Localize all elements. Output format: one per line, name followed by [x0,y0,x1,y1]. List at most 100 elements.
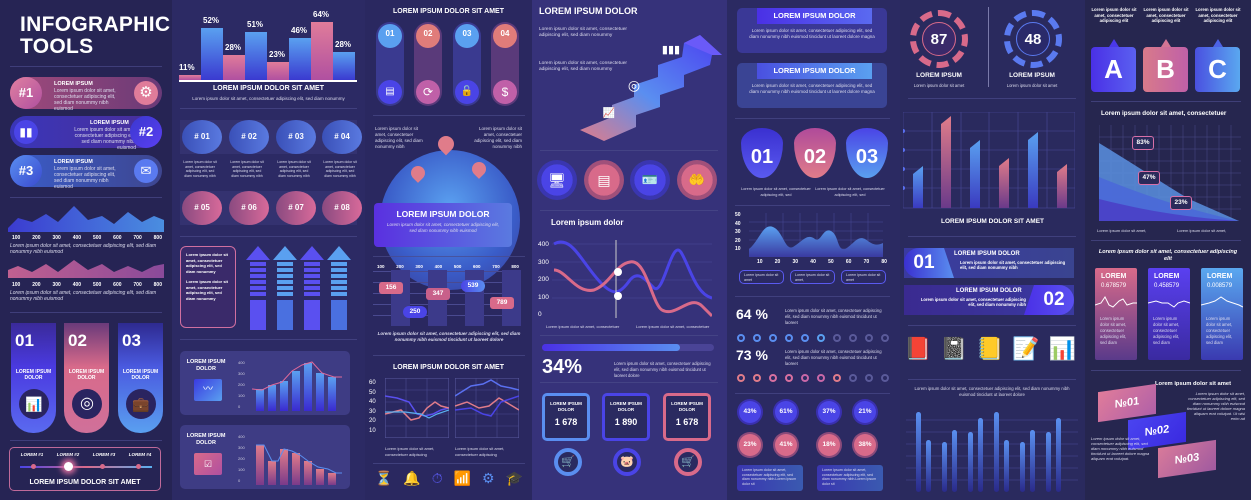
timeline-card: LOREM #1 LOREM #2 LOREM #3 LOREM #4 LOREM I… [9,447,161,491]
mail-icon: ✉ [134,159,158,183]
banner-03: 03 LOREM IPSUM DOLOR 💼 [118,323,163,433]
infographic-panel-7: Lorem ipsum dolor sit amet, consectetuer… [1085,0,1251,500]
area-axis-2: 100 200 300 400 500 600 700 800 [12,282,162,288]
banner-02: 02 LOREM IPSUM DOLOR ◎ [64,323,109,433]
chart-icon: 📊 [19,389,49,419]
text-box: Lorem ipsum dolor sit amet, consectetuer… [180,246,236,328]
book-icon: 📕 [904,336,932,361]
target-icon: ◎ [627,77,641,93]
infographic-panel-5: LOREM IPSUM DOLOR Lorem ipsum dolor sit … [727,0,900,500]
gear-icon: ⚙ [482,470,495,486]
drop-03: 03 [846,128,888,178]
briefcase-icon: 💼 [126,389,156,419]
infographic-panel-3: LOREM IPSUM DOLOR SIT AMET 01 ▤ 02 ⟳ 03 … [365,0,532,500]
step-item-3: #3 LOREM IPSUM Lorem ipsum dolor sit ame… [10,155,162,190]
hourglass-icon: ⏳ [375,470,393,486]
line-chart-right [455,378,519,438]
globe-caption-box: LOREM IPSUM DOLOR Lorem ipsum dolor sit … [374,203,512,247]
area-axis-1: 100 200 300 400 500 600 700 800 [12,235,162,241]
cylinder-02: # 02 [229,120,269,154]
y-axis: 400 300 200 100 0 [238,360,245,409]
bar-chart-3d: 11% 52% 28% 51% 23% 46% 64% 28% [179,10,357,82]
data-point[interactable] [614,268,622,276]
sparkline-card-3: LOREM 0.008579 Lorem ipsum dolor sit ame… [1201,268,1243,360]
infographic-panel-1: INFOGRAPHIC TOOLS #1 LOREM IPSUM Lorem i… [0,0,172,500]
id-card-icon: 🪪 [630,160,670,200]
lock-icon: 🔓 [455,80,479,104]
bar-chart-icon: ▮▮▮ [661,44,681,56]
option-card-a[interactable]: A [1091,47,1136,92]
timeline-track[interactable] [20,466,152,468]
timeline-labels: LOREM #1 LOREM #2 LOREM #3 LOREM #4 [20,452,152,457]
cylinder-01: # 01 [182,120,222,154]
notebook-icon: 📓 [940,336,968,361]
line-chart-left [385,378,449,438]
timeline-dot-3[interactable] [100,464,105,469]
chat-icon: ▤ [378,80,402,104]
line-y-axis: 60 50 40 30 20 10 [369,380,376,434]
sparkline-card-1: LOREM 0.678579 Lorem ipsum dolor sit ame… [1095,268,1137,360]
number-banner-01: 01 LOREM IPSUM DOLOR Lorem ipsum dolor s… [904,248,1074,278]
option-card-c[interactable]: C [1195,47,1240,92]
value-card-1: LOREM IPSUM DOLOR 1 678 [542,393,590,441]
pill-01: 01 ▤ [376,22,404,106]
step-item-1: #1 LOREM IPSUM Lorem ipsum dolor sit ame… [10,77,162,112]
info-box-2: LOREM IPSUM DOLOR Lorem ipsum dolor sit … [737,63,887,108]
icon-row: ⏳ 🔔 ⏱ 📶 ⚙ 🎓 [375,470,523,487]
monitor-chart-icon: 〰 [194,379,222,401]
y-axis: 400 300 200 100 0 [538,241,549,318]
info-box-1: LOREM IPSUM DOLOR Lorem ipsum dolor sit … [737,8,887,53]
drop-02: 02 [794,128,836,178]
value-card-2: LOREM IPSUM DOLOR 1 890 [602,393,650,441]
bell-icon: 🔔 [403,470,421,486]
y-axis: 400 300 200 100 0 [238,434,245,483]
cart-icon: 🛒 [554,448,582,476]
stopwatch-icon: ⏱ [431,470,443,486]
ring-progress-pink [737,374,889,382]
dual-line-chart [552,240,712,318]
banner-01: 01 LOREM IPSUM DOLOR 📊 [11,323,56,433]
cylinder-07: # 07 [276,191,316,225]
monitor-icon: 🖥 [537,160,577,200]
growth-chart-icon: 📶 [453,470,472,486]
gear-icon: ⚙ [134,81,158,105]
stairs-arrow-graphic [580,35,722,141]
area-chart-waves [749,213,883,257]
monitor-chart-icon: 📈 [602,108,616,119]
cylinder-08: # 08 [322,191,362,225]
dollar-icon: $ [493,80,517,104]
rounded-bar-chart [906,412,1078,492]
outline-icon-row: 📕 📓 📒 📝 📊 [904,336,1076,362]
document-edit-icon: 📝 [1012,336,1040,361]
checklist-monitor-icon: ☑ [194,453,222,475]
refresh-icon: ⟳ [416,80,440,104]
cylinder-04: # 04 [322,120,362,154]
page-title: INFOGRAPHIC TOOLS [20,13,171,58]
infographic-panel-6: 87 LOREM IPSUM Lorem ipsum dolor sit ame… [900,0,1085,500]
gauge-87: 87 [910,10,968,68]
progress-track [542,344,714,351]
infographic-panel-2: 11% 52% 28% 51% 23% 46% 64% 28% LOREM IP… [172,0,365,500]
chart-panel-pink: LOREM IPSUM DOLOR ☑ 400 300 200 100 0 [180,425,350,489]
data-point[interactable] [614,292,622,300]
step-item-2: ▮▮ LOREM IPSUM Lorem ipsum dolor sit ame… [10,116,162,151]
timeline-dot-1[interactable] [31,464,36,469]
drop-01: 01 [741,128,783,178]
chart-panel-blue: LOREM IPSUM DOLOR 〰 400 300 200 100 0 [180,351,350,415]
area-x-axis: 10 20 30 40 50 60 70 80 [757,259,887,265]
cylinder-06: # 06 [229,191,269,225]
option-card-b[interactable]: B [1143,47,1188,92]
area-y-axis: 50 40 30 20 10 [735,212,741,252]
timeline-dot-2[interactable] [64,462,73,471]
infographic-panel-4: LOREM IPSUM DOLOR Lorem ipsum dolor sit … [532,0,727,500]
area-chart-pink [8,260,164,278]
graduation-cap-icon: 🎓 [505,470,523,486]
bar-line-chart-pink [256,444,342,485]
target-icon: ◎ [72,389,102,419]
pill-03: 03 🔓 [453,22,481,106]
document-icon: ▤ [584,160,624,200]
vertical-bar-chart [903,112,1075,209]
value-card-3: LOREM IPSUM DOLOR 1 678 [663,393,711,441]
sparkline-card-2: LOREM 0.458579 Lorem ipsum dolor sit ame… [1148,268,1190,360]
timeline-dot-4[interactable] [136,464,141,469]
